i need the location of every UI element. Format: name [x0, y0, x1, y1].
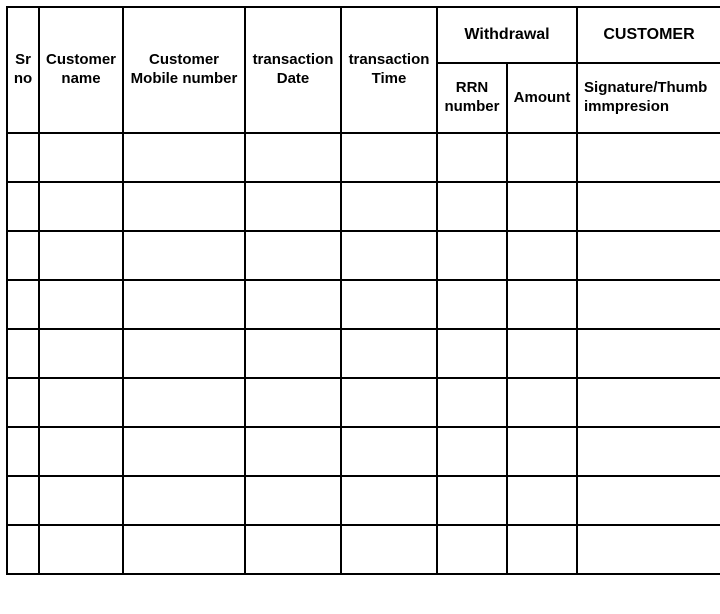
- cell-amt: [507, 133, 577, 182]
- cell-sig: [577, 133, 720, 182]
- cell-rrn: [437, 427, 507, 476]
- cell-sig: [577, 231, 720, 280]
- cell-date: [245, 329, 341, 378]
- cell-mob: [123, 525, 245, 574]
- cell-date: [245, 280, 341, 329]
- col-header-mobile: Customer Mobile number: [123, 7, 245, 133]
- cell-amt: [507, 378, 577, 427]
- cell-time: [341, 182, 437, 231]
- cell-name: [39, 329, 123, 378]
- cell-sig: [577, 378, 720, 427]
- cell-sr: [7, 133, 39, 182]
- cell-time: [341, 231, 437, 280]
- cell-time: [341, 525, 437, 574]
- group-header-withdrawal: Withdrawal: [437, 7, 577, 63]
- transaction-log-table: Sr no Customer name Customer Mobile numb…: [6, 6, 720, 575]
- cell-time: [341, 378, 437, 427]
- cell-amt: [507, 182, 577, 231]
- cell-sr: [7, 231, 39, 280]
- cell-sr: [7, 329, 39, 378]
- cell-rrn: [437, 476, 507, 525]
- cell-rrn: [437, 231, 507, 280]
- cell-time: [341, 133, 437, 182]
- cell-mob: [123, 329, 245, 378]
- cell-mob: [123, 378, 245, 427]
- cell-rrn: [437, 378, 507, 427]
- cell-rrn: [437, 182, 507, 231]
- cell-sig: [577, 525, 720, 574]
- cell-amt: [507, 476, 577, 525]
- col-header-signature: Signature/Thumb immpresion: [577, 63, 720, 133]
- cell-sig: [577, 476, 720, 525]
- cell-time: [341, 280, 437, 329]
- cell-amt: [507, 525, 577, 574]
- table-row: [7, 280, 720, 329]
- cell-name: [39, 378, 123, 427]
- cell-mob: [123, 133, 245, 182]
- cell-mob: [123, 231, 245, 280]
- table-row: [7, 378, 720, 427]
- col-header-sr: Sr no: [7, 7, 39, 133]
- cell-mob: [123, 476, 245, 525]
- cell-rrn: [437, 133, 507, 182]
- cell-sr: [7, 378, 39, 427]
- cell-date: [245, 476, 341, 525]
- cell-sr: [7, 182, 39, 231]
- cell-amt: [507, 231, 577, 280]
- col-header-name: Customer name: [39, 7, 123, 133]
- table-row: [7, 476, 720, 525]
- cell-time: [341, 476, 437, 525]
- cell-mob: [123, 427, 245, 476]
- cell-sig: [577, 427, 720, 476]
- cell-date: [245, 378, 341, 427]
- cell-name: [39, 476, 123, 525]
- cell-amt: [507, 280, 577, 329]
- cell-date: [245, 133, 341, 182]
- table-row: [7, 525, 720, 574]
- table-row: [7, 427, 720, 476]
- cell-name: [39, 525, 123, 574]
- cell-name: [39, 133, 123, 182]
- cell-name: [39, 280, 123, 329]
- group-header-customer: CUSTOMER: [577, 7, 720, 63]
- cell-sig: [577, 280, 720, 329]
- table-row: [7, 133, 720, 182]
- cell-name: [39, 231, 123, 280]
- col-header-rrn: RRN number: [437, 63, 507, 133]
- cell-date: [245, 182, 341, 231]
- col-header-date: transaction Date: [245, 7, 341, 133]
- cell-rrn: [437, 329, 507, 378]
- cell-mob: [123, 182, 245, 231]
- cell-sr: [7, 280, 39, 329]
- cell-sig: [577, 182, 720, 231]
- cell-time: [341, 427, 437, 476]
- cell-sig: [577, 329, 720, 378]
- table-row: [7, 329, 720, 378]
- cell-name: [39, 182, 123, 231]
- cell-mob: [123, 280, 245, 329]
- table-body: [7, 133, 720, 574]
- table-row: [7, 182, 720, 231]
- col-header-time: transaction Time: [341, 7, 437, 133]
- cell-amt: [507, 427, 577, 476]
- table-row: [7, 231, 720, 280]
- cell-name: [39, 427, 123, 476]
- cell-sr: [7, 476, 39, 525]
- cell-rrn: [437, 280, 507, 329]
- cell-date: [245, 525, 341, 574]
- cell-time: [341, 329, 437, 378]
- cell-sr: [7, 427, 39, 476]
- cell-amt: [507, 329, 577, 378]
- cell-date: [245, 231, 341, 280]
- cell-rrn: [437, 525, 507, 574]
- col-header-amount: Amount: [507, 63, 577, 133]
- cell-date: [245, 427, 341, 476]
- cell-sr: [7, 525, 39, 574]
